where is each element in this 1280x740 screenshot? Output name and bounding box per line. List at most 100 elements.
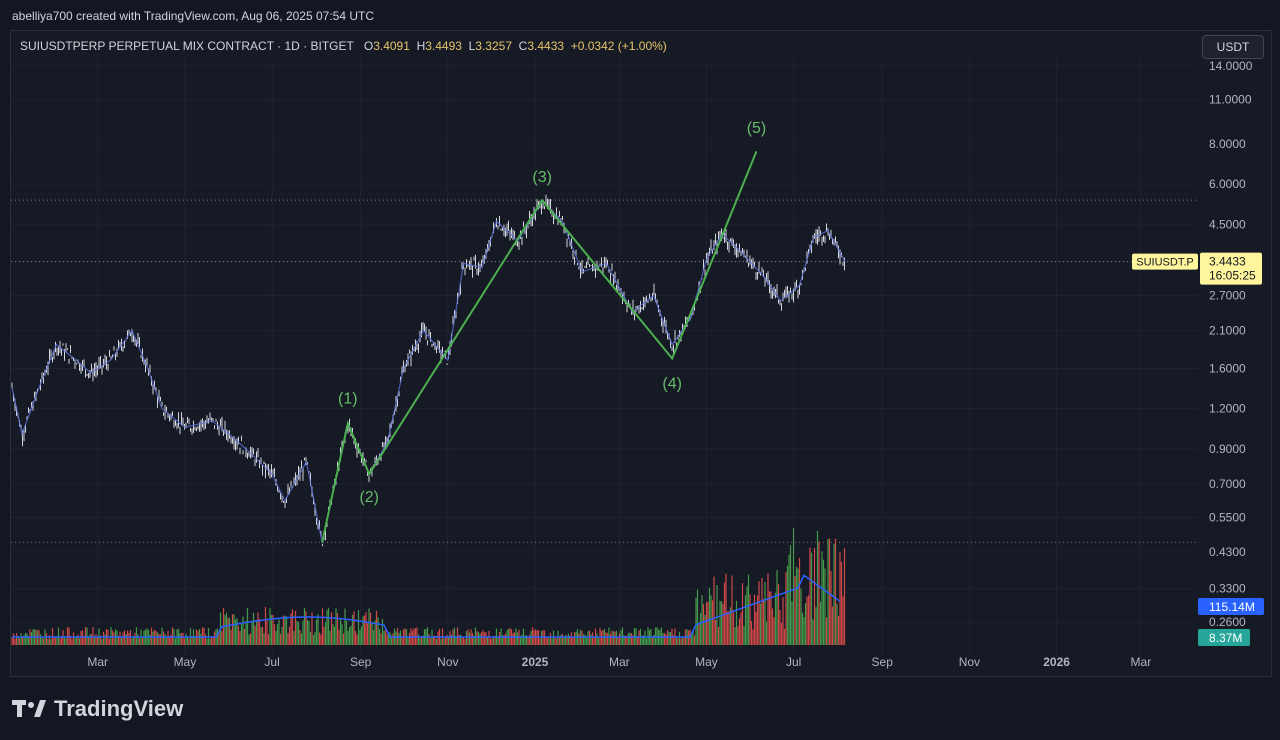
volume-bar [45,633,48,645]
volume-bar [272,614,274,645]
wave-label: (4) [662,375,682,392]
volume-bar [258,618,261,645]
low-value: 3.3257 [475,39,512,53]
volume-bar [12,633,15,645]
volume-bar [167,630,169,645]
volume-bar [803,617,805,645]
volume-bar [354,630,357,645]
volume-bar [17,635,19,645]
volume-bar [165,637,168,645]
volume-bar [294,610,297,645]
volume-bar [92,627,94,645]
volume-bar [194,635,196,645]
volume-bar [581,630,583,645]
volume-bar [785,571,787,645]
volume-bar [254,625,256,645]
x-tick-label: Jul [264,655,279,669]
y-tick-label: 14.0000 [1209,59,1253,73]
volume-bar [380,633,382,645]
y-tick-label: 0.3300 [1209,582,1246,596]
volume-bar [789,545,792,645]
volume-bar [503,635,505,645]
volume-bar [252,612,255,645]
volume-bar [237,625,240,645]
volume-bar [596,633,598,645]
volume-bar [834,538,837,645]
y-tick-label: 8.0000 [1209,137,1246,151]
volume-bar [14,638,16,645]
volume-bar [363,615,366,645]
volume-bar [617,636,619,645]
vol-tag [1198,629,1250,646]
volume-bar [180,632,183,645]
volume-bar [78,638,81,645]
volume-bar [546,638,549,645]
volume-bar [113,632,115,645]
volume-bar [30,632,33,645]
volume-bar [395,631,397,645]
x-tick-label: Nov [437,655,458,669]
volume-bar [681,637,684,645]
volume-bar [278,619,280,645]
x-tick-label: Mar [609,655,630,669]
volume-bar [149,634,151,645]
y-tick-label: 2.1000 [1209,324,1246,338]
volume-bar [516,632,519,645]
volume-bar [570,632,573,645]
volume-bar [531,627,534,645]
volume-bar [711,600,714,645]
volume-bar [480,632,483,645]
currency-button[interactable]: USDT [1202,35,1264,59]
volume-bar [567,633,570,645]
volume-bar [548,637,550,645]
volume-bar [59,638,61,645]
price-line [11,200,846,543]
volume-bar [741,583,744,645]
volume-bar [102,631,105,645]
volume-bar [366,623,369,645]
volume-bar [24,633,27,645]
chart-frame[interactable] [10,30,1272,677]
volume-bar [330,612,333,645]
volume-bar [27,637,30,645]
volume-bar [687,630,690,645]
volume-bar [597,638,600,645]
volume-bar [317,614,319,645]
volume-bar [629,632,631,645]
volume-bar [840,561,843,645]
volume-bar [338,629,340,645]
x-tick-label: Nov [959,655,980,669]
volume-bar [669,632,672,645]
symbol-title[interactable]: SUIUSDTPERP PERPETUAL MIX CONTRACT · 1D … [20,39,354,53]
volume-bar [20,632,22,645]
volume-bar [717,626,720,645]
y-tick-label: 0.4300 [1209,545,1246,559]
volume-bar [606,632,609,645]
volume-bar [821,551,823,645]
volume-bar [465,631,468,645]
volume-bar [417,634,420,645]
volume-bar [228,617,231,645]
volume-bar [348,627,351,645]
volume-bar [600,630,603,645]
volume-bar [398,632,400,645]
volume-bar [618,633,621,645]
volume-bar [206,638,208,645]
volume-bar [420,636,423,645]
volume-bar [800,588,802,645]
volume-bar [269,608,271,645]
volume-bar [15,633,18,645]
volume-bar [291,609,294,645]
volume-bar [185,633,187,645]
volume-bar [275,631,277,645]
volume-bar [236,618,238,645]
volume-bar [42,638,45,645]
volume-bar [245,620,247,645]
volume-bar [267,634,270,645]
volume-bar [435,638,438,645]
volume-bar [344,608,346,645]
volume-bar [350,625,352,645]
volume-bar [663,633,666,645]
volume-bar [372,630,375,645]
